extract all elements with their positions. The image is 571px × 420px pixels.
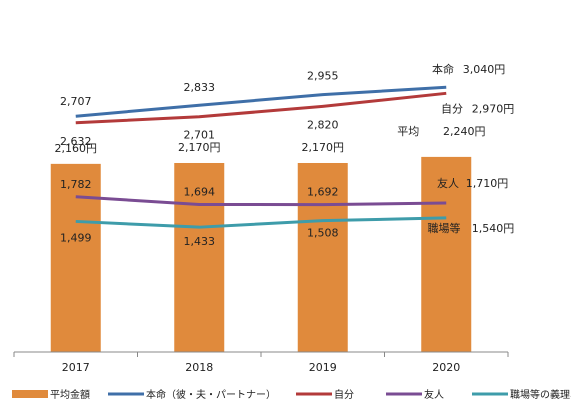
- line-series-2: [75, 195, 447, 207]
- legend-swatch-bar: [12, 390, 48, 398]
- line-data-label: 3,040円: [463, 63, 506, 76]
- legend-item-label: 平均金額: [50, 388, 90, 401]
- line-data-label: 1,692: [307, 186, 339, 199]
- line-data-label: 1,782: [60, 178, 92, 191]
- bar-data-label: 2,170円: [178, 141, 221, 154]
- line-data-label: 2,632: [60, 135, 92, 148]
- line-data-label: 2,707: [60, 95, 92, 108]
- bar-series-label: 平均: [397, 125, 419, 138]
- legend-item-label: 職場等の義理、取引先: [510, 388, 571, 401]
- line-data-label: 2,833: [184, 81, 216, 94]
- line-data-label: 1,433: [184, 235, 216, 248]
- line-data-label: 2,701: [184, 129, 216, 142]
- bar-data-label: 2,240円: [443, 125, 486, 138]
- bar-2018: [174, 162, 225, 352]
- x-tick-label: 2019: [309, 361, 337, 374]
- line-data-label: 2,820: [307, 118, 339, 131]
- line-data-label: 2,970円: [472, 102, 515, 115]
- x-tick-label: 2018: [185, 361, 213, 374]
- bar-2017: [50, 163, 101, 352]
- line-series-1: [75, 91, 447, 125]
- legend-item-label: 友人: [424, 388, 444, 401]
- legend-item-label: 本命（彼・夫・パートナー）: [146, 388, 276, 401]
- line-data-label: 1,694: [184, 185, 216, 198]
- line-series-name-label: 職場等: [428, 221, 461, 235]
- line-data-label: 1,710円: [466, 177, 509, 190]
- line-series-0: [75, 85, 447, 118]
- line-series-name-label: 自分: [441, 102, 463, 115]
- line-data-label: 1,508: [307, 227, 339, 240]
- x-tick-label: 2020: [432, 361, 460, 374]
- bar-data-label: 2,160円: [55, 142, 98, 155]
- bar-2019: [297, 162, 348, 352]
- bar-data-label: 2,170円: [302, 141, 345, 154]
- line-data-label: 2,955: [307, 70, 339, 83]
- line-data-label: 1,499: [60, 231, 92, 244]
- bar-2020: [421, 156, 472, 352]
- x-tick-label: 2017: [62, 361, 90, 374]
- legend-item-label: 自分: [334, 388, 354, 401]
- line-series-name-label: 本命: [432, 62, 454, 76]
- line-series-name-label: 友人: [437, 176, 459, 190]
- line-series-3: [75, 216, 447, 229]
- line-data-label: 1,540円: [472, 222, 515, 235]
